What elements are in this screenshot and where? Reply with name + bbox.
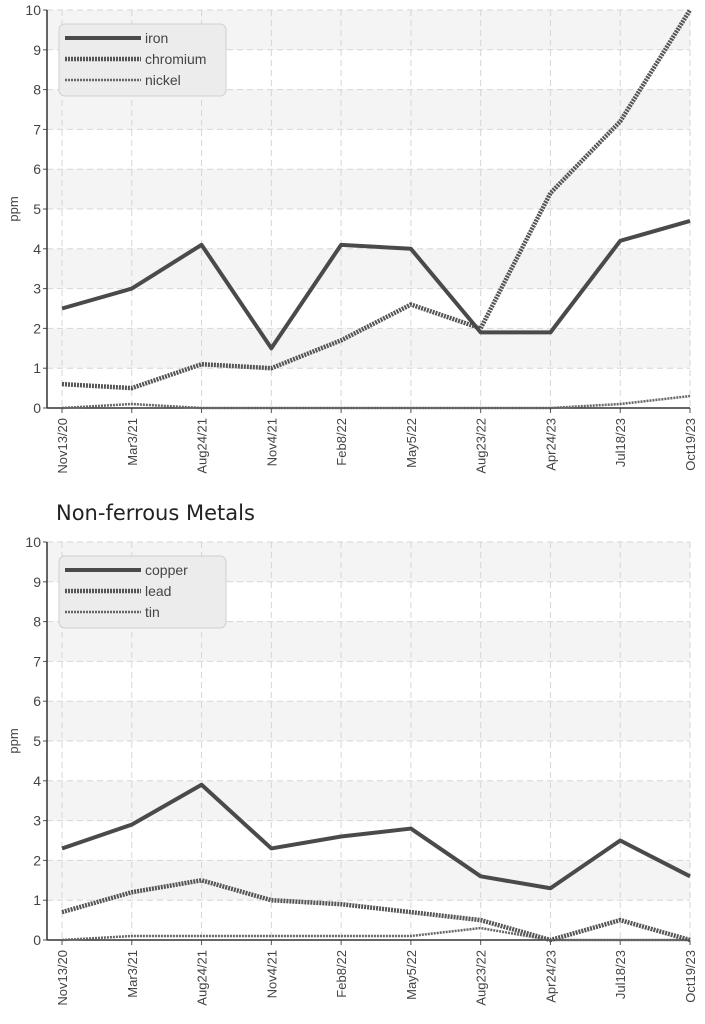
y-tick-label: 1 bbox=[33, 892, 41, 908]
y-tick-label: 5 bbox=[33, 733, 41, 749]
x-tick-label: Feb8/22 bbox=[334, 418, 349, 466]
series-line-chromium bbox=[61, 8, 692, 391]
y-tick-label: 7 bbox=[33, 653, 41, 669]
y-tick-label: 4 bbox=[33, 241, 41, 257]
grid-band bbox=[47, 860, 690, 901]
legend-label-chromium: chromium bbox=[145, 51, 206, 67]
x-tick-label: Nov13/20 bbox=[55, 418, 70, 474]
x-tick-label: Nov13/20 bbox=[55, 950, 70, 1006]
x-tick-label: Apr24/23 bbox=[543, 950, 558, 1003]
x-tick-label: Aug24/21 bbox=[195, 418, 210, 474]
y-tick-label: 2 bbox=[33, 852, 41, 868]
legend-label-iron: iron bbox=[145, 30, 168, 46]
y-tick-label: 8 bbox=[33, 614, 41, 630]
x-tick-label: Jul18/23 bbox=[613, 950, 628, 999]
y-tick-label: 10 bbox=[25, 534, 41, 550]
y-axis-label: ppm bbox=[6, 196, 21, 221]
legend-label-lead: lead bbox=[145, 583, 171, 599]
y-tick-label: 10 bbox=[25, 2, 41, 18]
x-tick-label: Feb8/22 bbox=[334, 950, 349, 998]
y-tick-label: 9 bbox=[33, 574, 41, 590]
x-tick-label: Oct19/23 bbox=[683, 950, 698, 1003]
y-tick-label: 1 bbox=[33, 360, 41, 376]
y-axis-label: ppm bbox=[6, 728, 21, 753]
series-line-lead bbox=[61, 878, 691, 943]
x-tick-label: Aug23/22 bbox=[474, 950, 489, 1006]
non-ferrous-metals-chart: 0 1 2 3 4 5 6 7 8 9 10 Nov13/20 Mar3/21 Aug24/21 Nov4/… bbox=[6, 534, 698, 1006]
y-tick-label: 0 bbox=[33, 400, 41, 416]
y-tick-label: 6 bbox=[33, 161, 41, 177]
x-tick-label: Aug23/22 bbox=[474, 418, 489, 474]
series-line-copper bbox=[61, 782, 691, 891]
x-tick-label: Nov4/21 bbox=[264, 418, 279, 466]
series-line-nickel bbox=[61, 394, 691, 410]
y-tick-label: 9 bbox=[33, 42, 41, 58]
x-tick-label: May5/22 bbox=[404, 950, 419, 1000]
legend-label-nickel: nickel bbox=[145, 72, 181, 88]
legend-box bbox=[58, 555, 227, 629]
grid-band bbox=[47, 780, 690, 821]
x-tick-label: Mar3/21 bbox=[125, 950, 140, 998]
y-tick-label: 4 bbox=[33, 773, 41, 789]
legend-box bbox=[58, 23, 227, 97]
grid-band bbox=[47, 169, 690, 209]
grid-band bbox=[47, 328, 690, 369]
y-tick-label: 2 bbox=[33, 320, 41, 336]
x-tick-label: Apr24/23 bbox=[543, 418, 558, 471]
chart-title: Non-ferrous Metals bbox=[56, 501, 255, 525]
series-line-iron bbox=[61, 219, 691, 351]
grid-band bbox=[47, 248, 690, 289]
x-tick-label: Mar3/21 bbox=[125, 418, 140, 466]
legend-label-copper: copper bbox=[145, 562, 188, 578]
y-tick-label: 3 bbox=[33, 813, 41, 829]
y-tick-label: 0 bbox=[33, 932, 41, 948]
y-tick-label: 7 bbox=[33, 121, 41, 137]
x-tick-label: Nov4/21 bbox=[264, 950, 279, 998]
x-tick-label: Jul18/23 bbox=[613, 418, 628, 467]
ferrous-metals-chart: 0 1 2 3 4 5 6 7 8 9 10 Nov13/20 Mar3/21 Aug24/21 Nov4/… bbox=[6, 2, 698, 474]
x-tick-label: May5/22 bbox=[404, 418, 419, 468]
y-tick-label: 6 bbox=[33, 693, 41, 709]
grid-band bbox=[47, 701, 690, 741]
y-tick-label: 8 bbox=[33, 82, 41, 98]
x-tick-label: Oct19/23 bbox=[683, 418, 698, 471]
legend-label-tin: tin bbox=[145, 604, 160, 620]
y-tick-label: 3 bbox=[33, 281, 41, 297]
series-line-tin bbox=[61, 926, 690, 942]
x-tick-label: Aug24/21 bbox=[195, 950, 210, 1006]
y-tick-label: 5 bbox=[33, 201, 41, 217]
